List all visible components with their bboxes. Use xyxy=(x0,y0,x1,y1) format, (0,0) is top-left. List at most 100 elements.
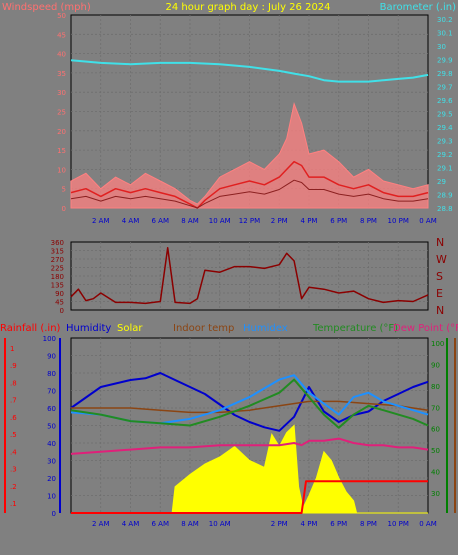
bottom-time-axis-label: 10 PM xyxy=(388,520,409,528)
rainfall-tick-label: .4 xyxy=(10,448,17,456)
dewpoint-line xyxy=(70,437,429,455)
rainfall-tick-label: .8 xyxy=(10,379,17,387)
time-axis-label: 6 PM xyxy=(330,217,347,225)
time-axis-label: 8 PM xyxy=(360,217,377,225)
humidity-tick-label: 30 xyxy=(47,458,56,466)
rainfall-line xyxy=(71,480,428,514)
barometer-tick-label: 29.5 xyxy=(437,111,453,119)
rainfall-tick-label: .7 xyxy=(10,397,17,405)
rainfall-tick-label: .2 xyxy=(10,483,17,491)
humidity-tick-label: 0 xyxy=(52,510,56,518)
windspeed-tick-label: 5 xyxy=(62,186,66,194)
compass-label: S xyxy=(436,270,443,283)
bottom-time-axis-label: 6 PM xyxy=(330,520,347,528)
windspeed-tick-label: 40 xyxy=(57,51,66,59)
time-axis-label: 2 PM xyxy=(271,217,288,225)
time-axis-label: 10 PM xyxy=(388,217,409,225)
barometer-tick-label: 30.2 xyxy=(437,16,453,24)
time-axis-label: 4 AM xyxy=(122,217,140,225)
direction-tick-label: 225 xyxy=(51,265,64,273)
windspeed-tick-label: 50 xyxy=(57,12,66,20)
barometer-tick-label: 29.3 xyxy=(437,138,453,146)
temperature-tick-label: 60 xyxy=(431,426,440,434)
temperature-line xyxy=(70,378,429,429)
temperature-tick-label: 30 xyxy=(431,490,440,498)
barometer-tick-label: 30 xyxy=(437,43,446,51)
bottom-time-axis-label: 8 AM xyxy=(181,520,199,528)
bottom-time-axis-label: 4 PM xyxy=(301,520,318,528)
humidity-tick-label: 70 xyxy=(47,388,56,396)
direction-tick-label: 45 xyxy=(55,299,64,307)
legend-rainfall: Rainfall (.in) xyxy=(0,323,61,334)
barometer-tick-label: 29.9 xyxy=(437,57,453,65)
temp-humidity-panel: 10090807060504030201001.9.8.7.6.5.4.3.2.… xyxy=(4,335,456,528)
barometer-tick-label: 30.1 xyxy=(437,30,453,38)
windspeed-tick-label: 35 xyxy=(57,70,66,78)
windspeed-tick-label: 25 xyxy=(57,109,66,117)
bottom-time-axis-label: 10 AM xyxy=(209,520,231,528)
bottom-time-axis-label: 2 AM xyxy=(92,520,110,528)
legend-humidex: Humidex xyxy=(243,323,288,334)
barometer-tick-label: 28.9 xyxy=(437,192,453,200)
humidity-tick-label: 40 xyxy=(47,440,56,448)
rainfall-tick-label: .3 xyxy=(10,466,17,474)
barometer-tick-label: 29.7 xyxy=(437,84,453,92)
direction-tick-label: 180 xyxy=(51,273,64,281)
direction-tick-label: 0 xyxy=(60,307,64,315)
wind-gust-area xyxy=(70,102,429,209)
wind-direction-line xyxy=(70,246,429,305)
rainfall-tick-label: .6 xyxy=(10,414,17,422)
legend-solar: Solar xyxy=(117,323,143,334)
compass-label: W xyxy=(436,253,447,266)
windspeed-tick-label: 15 xyxy=(57,147,66,155)
barometer-line xyxy=(70,59,429,83)
barometer-tick-label: 29.6 xyxy=(437,97,453,105)
compass-label: N xyxy=(436,304,444,317)
legend-humidity: Humidity xyxy=(66,323,111,334)
solar-area xyxy=(71,424,428,514)
windspeed-tick-label: 20 xyxy=(57,128,66,136)
time-axis-label: 0 AM xyxy=(419,217,437,225)
bottom-time-axis-label: 4 AM xyxy=(122,520,140,528)
bottom-time-axis-label: 6 AM xyxy=(151,520,169,528)
humidity-tick-label: 20 xyxy=(47,475,56,483)
humidity-tick-label: 100 xyxy=(43,335,56,343)
rainfall-tick-label: .5 xyxy=(10,431,17,439)
temperature-tick-label: 50 xyxy=(431,447,440,455)
temperature-tick-label: 80 xyxy=(431,383,440,391)
barometer-tick-label: 28.8 xyxy=(437,205,453,213)
windspeed-tick-label: 30 xyxy=(57,89,66,97)
barometer-tick-label: 29.1 xyxy=(437,165,453,173)
rainfall-tick-label: .9 xyxy=(10,362,17,370)
legend-dewpoint: Dew Point (°F xyxy=(393,323,458,334)
windspeed-tick-label: 0 xyxy=(62,205,66,213)
rainfall-tick-label: .1 xyxy=(10,500,17,508)
humidity-tick-label: 60 xyxy=(47,405,56,413)
direction-tick-label: 90 xyxy=(55,290,64,298)
humidity-tick-label: 80 xyxy=(47,370,56,378)
wind-average-low-line xyxy=(70,179,429,209)
barometer-tick-label: 29.4 xyxy=(437,124,453,132)
temperature-tick-label: 40 xyxy=(431,469,440,477)
time-axis-label: 10 AM xyxy=(209,217,231,225)
direction-tick-label: 360 xyxy=(51,239,64,247)
humidity-tick-label: 10 xyxy=(47,493,56,501)
direction-tick-label: 315 xyxy=(51,248,64,256)
bottom-legend: Rainfall (.in) Humidity Solar Indoor tem… xyxy=(0,323,458,334)
legend-indoor-temp: Indoor temp xyxy=(173,323,234,334)
bottom-time-axis-label: 0 AM xyxy=(419,520,437,528)
time-axis-label: 4 PM xyxy=(301,217,318,225)
time-axis-label: 2 AM xyxy=(92,217,110,225)
barometer-tick-label: 29.8 xyxy=(437,70,453,78)
time-axis-label: 8 AM xyxy=(181,217,199,225)
bottom-time-axis-label: 8 PM xyxy=(360,520,377,528)
wind-average-line xyxy=(70,160,429,209)
windspeed-axis-label: Windspeed (mph) xyxy=(2,2,91,13)
time-axis-label: 12 PM xyxy=(239,217,260,225)
wind-barometer-panel: 5045403530252015105030.230.13029.929.829… xyxy=(57,12,453,225)
temperature-tick-label: 90 xyxy=(431,361,440,369)
chart-title: 24 hour graph day : July 26 2024 xyxy=(165,2,330,13)
